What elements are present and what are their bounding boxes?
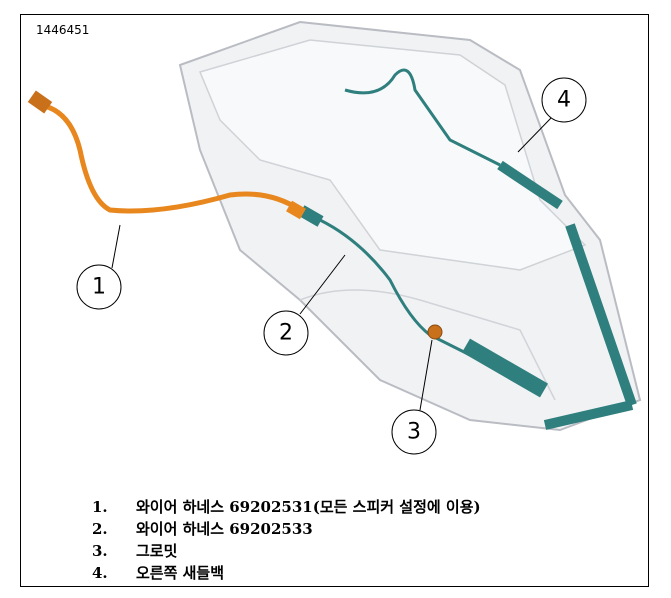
callout-label: 3 xyxy=(407,420,421,445)
item-text: 오른쪽 새들백 xyxy=(136,564,224,582)
callout-label: 4 xyxy=(557,88,571,113)
figure-id: 1446451 xyxy=(36,23,89,37)
item-number: 2. xyxy=(92,520,136,538)
leader-line xyxy=(112,225,120,268)
item-number: 3. xyxy=(92,542,136,560)
item-text: 그로밋 xyxy=(136,542,177,560)
item-text: 와이어 하네스 69202531(모든 스피커 설정에 이용) xyxy=(136,498,481,516)
grommet xyxy=(428,325,442,339)
callout-label: 2 xyxy=(279,321,293,346)
item-number: 1. xyxy=(92,498,136,516)
legend-item: 4.오른쪽 새들백 xyxy=(92,562,224,583)
legend-item: 2.와이어 하네스 69202533 xyxy=(92,518,313,539)
legend-item: 3.그로밋 xyxy=(92,540,177,561)
legend-item: 1.와이어 하네스 69202531(모든 스피커 설정에 이용) xyxy=(92,496,481,517)
callout-label: 1 xyxy=(92,275,106,300)
page: {"figure_id": "1446451", "callouts": ["1… xyxy=(0,0,671,598)
item-number: 4. xyxy=(92,564,136,582)
connector xyxy=(28,91,52,114)
item-text: 와이어 하네스 69202533 xyxy=(136,520,313,538)
